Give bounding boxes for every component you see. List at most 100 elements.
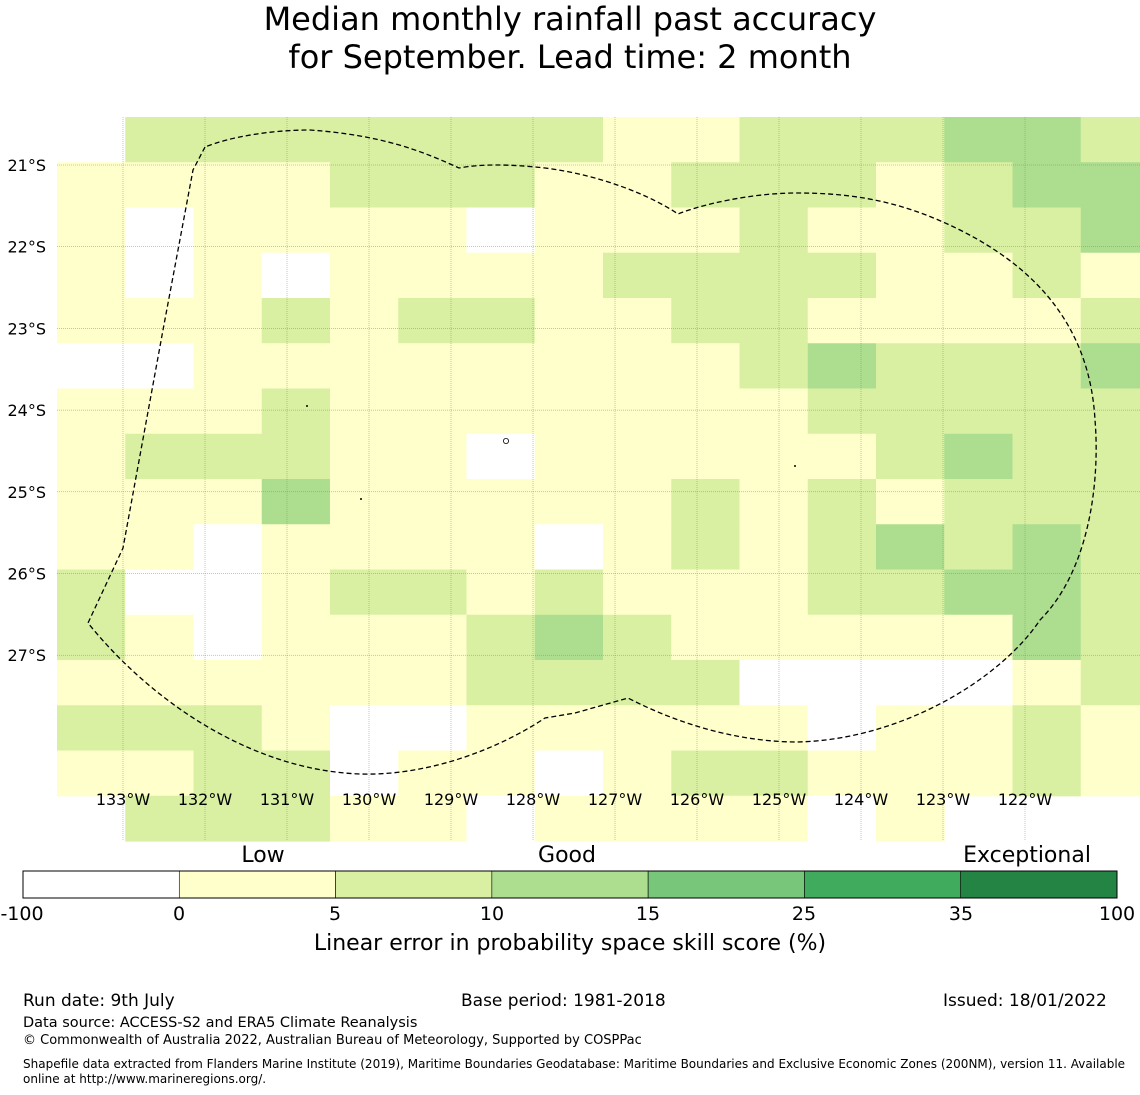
grid-cell <box>330 433 399 480</box>
grid-cell <box>261 207 331 254</box>
latitude-label: 21°S <box>7 156 46 175</box>
grid-cell <box>398 660 468 706</box>
grid-cell <box>944 298 1014 344</box>
grid-cell <box>603 207 672 254</box>
island-marker <box>794 465 796 467</box>
grid-cell <box>1012 750 1082 797</box>
grid-cell <box>876 705 945 752</box>
grid-cell <box>1012 524 1082 571</box>
grid-cell <box>1012 207 1082 254</box>
grid-cell <box>466 705 536 752</box>
grid-cell <box>944 252 1014 299</box>
map-graticule <box>57 117 1140 841</box>
grid-cell <box>1012 252 1082 299</box>
longitude-label: 126°W <box>670 790 725 809</box>
grid-cell <box>330 705 399 752</box>
grid-cell <box>330 614 399 661</box>
grid-cell <box>534 569 604 616</box>
grid-cell <box>193 569 263 616</box>
colorbar-segment <box>22 870 180 899</box>
grid-cell <box>1012 298 1082 344</box>
colorbar-tick: 5 <box>328 903 342 925</box>
grid-cell <box>534 750 604 797</box>
data-source: Data source: ACCESS-S2 and ERA5 Climate … <box>23 1015 418 1031</box>
grid-cell <box>876 479 945 525</box>
grid-cell <box>125 569 195 616</box>
grid-cell <box>534 614 604 661</box>
grid-cell <box>534 705 604 752</box>
grid-cell <box>603 433 672 480</box>
shapefile-credit-line-2: online at http://www.marineregions.org/. <box>23 1072 267 1086</box>
grid-cell <box>739 207 809 254</box>
longitude-label: 122°W <box>998 790 1053 809</box>
grid-cell <box>1012 705 1082 752</box>
longitude-label: 125°W <box>752 790 807 809</box>
longitude-label: 131°W <box>260 790 315 809</box>
grid-cell <box>57 162 126 209</box>
grid-cell <box>603 252 672 299</box>
grid-cell <box>398 117 468 163</box>
grid-cell <box>807 795 877 842</box>
grid-cell <box>125 162 195 209</box>
grid-cell <box>193 479 263 525</box>
grid-cell <box>807 298 877 344</box>
issued-date: Issued: 18/01/2022 <box>943 991 1107 1011</box>
grid-cell <box>57 207 126 254</box>
grid-cell <box>671 162 741 209</box>
grid-cell <box>193 117 263 163</box>
grid-cell <box>739 479 809 525</box>
grid-cell <box>193 162 263 209</box>
colorbar-frame <box>22 870 1118 899</box>
grid-cell <box>739 660 809 706</box>
grid-cell <box>125 298 195 344</box>
grid-cell <box>603 705 672 752</box>
grid-cell <box>944 479 1014 525</box>
colorbar-tick: 25 <box>791 903 817 925</box>
grid-cell <box>261 569 331 616</box>
grid-cell <box>261 252 331 299</box>
colorbar-segment <box>335 870 493 899</box>
grid-cell <box>193 252 263 299</box>
grid-cell <box>807 117 877 163</box>
grid-cell <box>807 569 877 616</box>
colorbar <box>22 870 1118 899</box>
grid-cell <box>944 117 1014 163</box>
grid-cell <box>807 614 877 661</box>
grid-cell <box>125 207 195 254</box>
latitude-labels: 21°S 22°S 23°S 24°S 25°S 26°S 27°S <box>7 156 46 665</box>
grid-cell <box>466 117 536 163</box>
grid-cell <box>57 388 126 435</box>
grid-cell <box>807 343 877 390</box>
grid-cell <box>739 750 809 797</box>
colorbar-label: Linear error in probability space skill … <box>313 931 827 956</box>
grid-cell <box>466 660 536 706</box>
grid-cell <box>944 750 1014 797</box>
grid-cell <box>807 207 877 254</box>
grid-cell <box>261 298 331 344</box>
colorbar-tick: -100 <box>0 903 44 925</box>
grid-cell <box>1080 252 1140 299</box>
grid-cell <box>57 298 126 344</box>
longitude-labels: 133°W 132°W 131°W 130°W 129°W 128°W 127°W 126°W… <box>96 790 1053 809</box>
grid-cell <box>739 569 809 616</box>
latitude-label: 25°S <box>7 483 46 502</box>
grid-cell <box>261 388 331 435</box>
grid-cell <box>534 252 604 299</box>
grid-cell <box>876 298 945 344</box>
grid-cell <box>398 614 468 661</box>
grid-cell <box>1012 117 1082 163</box>
grid-cell <box>57 750 126 797</box>
grid-cell <box>466 795 536 842</box>
grid-cell <box>466 298 536 344</box>
grid-cell <box>739 388 809 435</box>
grid-cell <box>57 252 126 299</box>
grid-cell <box>534 433 604 480</box>
grid-cell <box>466 569 536 616</box>
grid-cell <box>1080 705 1140 752</box>
colorbar-word-exceptional: Exceptional <box>963 843 1091 868</box>
grid-cell <box>261 479 331 525</box>
grid-cell <box>671 388 741 435</box>
grid-cell <box>671 750 741 797</box>
island-marker <box>306 405 308 407</box>
